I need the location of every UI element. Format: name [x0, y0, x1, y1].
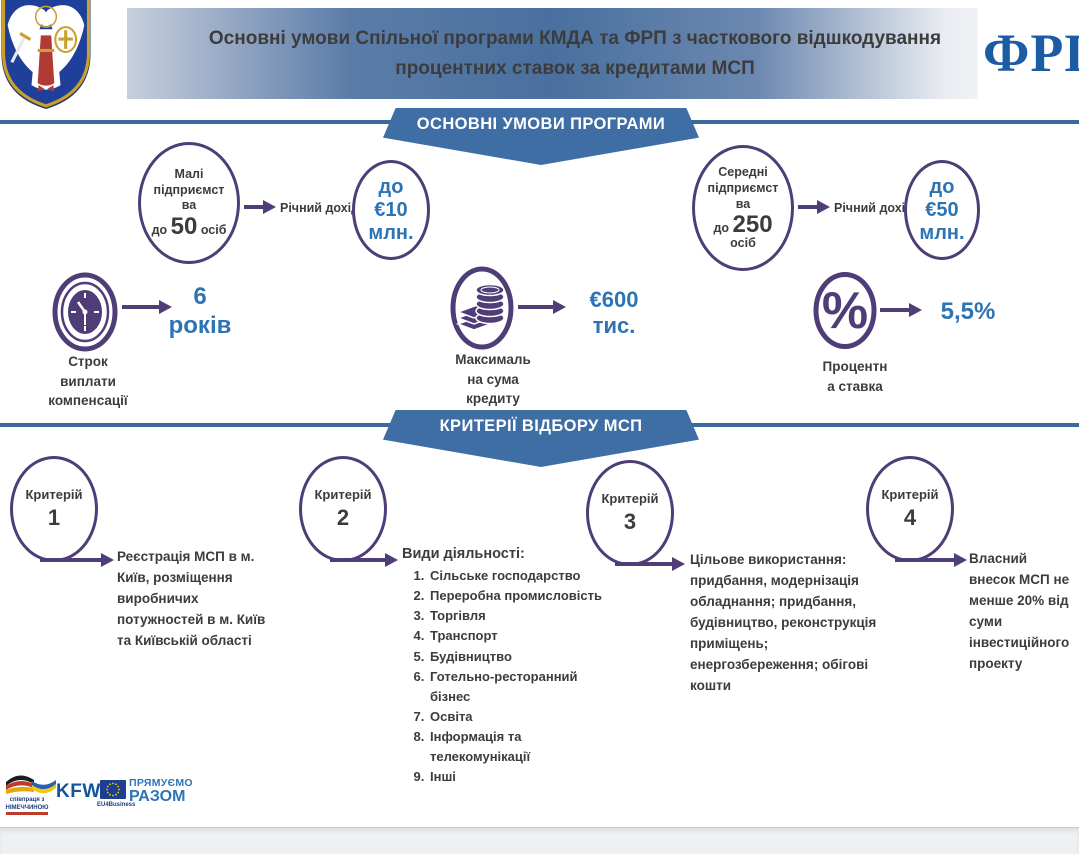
kfw-logo: KFW	[56, 781, 101, 802]
together-line1: ПРЯМУЄМО	[129, 777, 193, 789]
cooperation-text: співпраця з НІМЕЧЧИНОЮ	[2, 797, 52, 813]
criterion-4-text: Власний внесок МСП не менше 20% від суми…	[969, 551, 1070, 671]
criterion-number: 2	[336, 504, 350, 530]
metric-value-max-loan: €600 тис.	[589, 287, 639, 339]
metric-label-rate: Процентн а ставка	[822, 359, 888, 394]
revenue-circle-small: до €10 млн.	[352, 160, 430, 260]
arrow-right-icon	[122, 300, 172, 314]
viewer-background-strip	[0, 827, 1079, 854]
revenue-circle-medium: до €50 млн.	[904, 160, 980, 260]
together-logo-text: ПРЯМУЄМО РАЗОМ	[129, 777, 193, 805]
sme-small-size: до 50 осіб	[152, 214, 227, 239]
criterion-number: 4	[903, 504, 917, 530]
cooperation-line2: НІМЕЧЧИНОЮ	[5, 804, 49, 811]
arrow-right-icon	[895, 553, 967, 567]
criterion-label: Критерій	[314, 487, 372, 503]
activities-title: Види діяльності:	[402, 546, 525, 562]
activity-item: Готельно-ресторанний бізнес	[428, 667, 608, 707]
arrow-right-icon	[798, 200, 830, 214]
size-suffix: осіб	[730, 236, 756, 251]
together-line2: РАЗОМ	[129, 788, 186, 805]
annual-revenue-label: Річний дохід	[834, 201, 914, 215]
germany-cooperation-logo-icon	[4, 770, 56, 796]
section-banner-conditions: ОСНОВНІ УМОВИ ПРОГРАМИ	[383, 108, 699, 165]
metric-value-term: 6 років	[168, 283, 232, 339]
criterion-1-circle: Критерій 1	[10, 456, 98, 562]
criterion-2-circle: Критерій 2	[299, 456, 387, 562]
svg-text:%: %	[822, 282, 868, 340]
arrow-right-icon	[244, 200, 276, 214]
coat-of-arms-icon	[1, 0, 91, 109]
activity-item: Торгівля	[428, 606, 608, 626]
arrow-right-icon	[880, 303, 922, 317]
page-title: Основні умови Спільної програми КМДА та …	[208, 28, 942, 79]
metric-label-term: Строк виплати компенсації	[48, 354, 128, 409]
size-suffix: осіб	[200, 222, 227, 237]
criterion-number: 1	[47, 504, 61, 530]
activities-list: Сільське господарство Переробна промисло…	[402, 566, 608, 788]
activity-item: Транспорт	[428, 626, 608, 646]
criterion-label: Критерій	[25, 487, 83, 503]
sme-medium-name: Середні підприємст ва	[707, 165, 779, 211]
criterion-label: Критерій	[881, 487, 939, 503]
cooperation-line1: співпраця з	[9, 797, 45, 803]
eu4business-label: EU4Business	[97, 802, 136, 808]
activity-item: Будівництво	[428, 647, 608, 667]
cooperation-redbar	[6, 812, 48, 815]
activity-item: Інші	[428, 767, 608, 787]
sme-medium-circle: Середні підприємст ва до 250 осіб	[692, 145, 794, 271]
annual-revenue-label: Річний дохід	[280, 201, 360, 215]
size-value: 250	[732, 211, 773, 239]
sme-medium-size: до 250 осіб	[713, 212, 772, 250]
frp-logo-text: ФРП	[983, 23, 1079, 83]
header-band	[127, 8, 978, 99]
arrow-right-icon	[330, 553, 398, 567]
criterion-1-text: Реєстрація МСП в м. Київ, розміщення вир…	[117, 549, 266, 648]
metric-label-max-loan: Максималь на сума кредиту	[455, 352, 531, 407]
activity-item: Інформація та телекомунікації	[428, 727, 608, 767]
criterion-3-circle: Критерій 3	[586, 460, 674, 566]
arrow-right-icon	[518, 300, 566, 314]
percent-icon: %	[813, 271, 877, 350]
sme-small-name: Малі підприємст ва	[153, 166, 225, 213]
activity-item: Освіта	[428, 707, 608, 727]
kyiv-coat-of-arms-logo	[0, 0, 96, 110]
money-icon	[450, 266, 514, 351]
criterion-3-text: Цільове використання: придбання, модерні…	[690, 552, 877, 693]
criterion-4-circle: Критерій 4	[866, 456, 954, 562]
metric-value-rate: 5,5%	[940, 298, 996, 325]
criterion-label: Критерій	[601, 491, 659, 507]
size-prefix: до	[713, 221, 730, 236]
activity-item: Сільське господарство	[428, 566, 608, 586]
size-prefix: до	[151, 222, 168, 237]
size-value: 50	[170, 212, 198, 240]
activity-item: Переробна промисловість	[428, 586, 608, 606]
sme-small-circle: Малі підприємст ва до 50 осіб	[138, 142, 240, 264]
eu-flag-icon	[100, 780, 126, 799]
criterion-2-text: Види діяльності: Сільське господарство П…	[402, 546, 608, 788]
section-banner-criteria: КРИТЕРІЇ ВІДБОРУ МСП	[383, 410, 699, 467]
clock-icon	[52, 272, 118, 352]
criterion-number: 3	[623, 508, 637, 534]
arrow-right-icon	[615, 557, 685, 571]
arrow-right-icon	[40, 553, 114, 567]
